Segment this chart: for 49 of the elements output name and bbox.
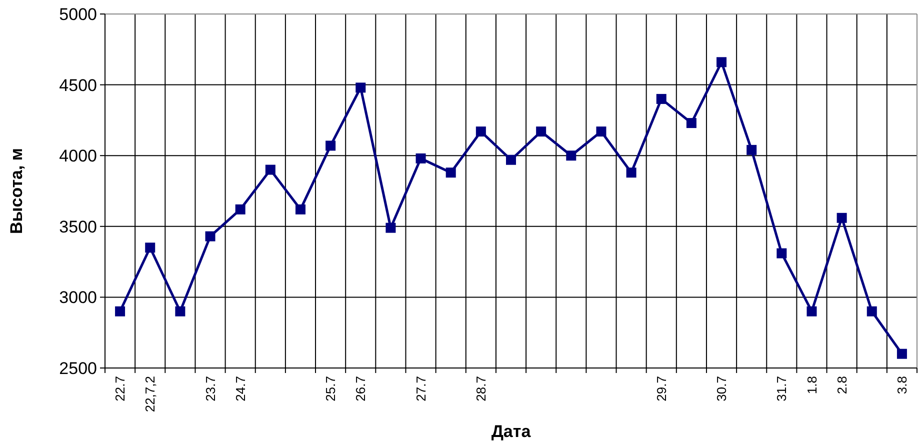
point — [295, 204, 306, 214]
point — [235, 204, 246, 214]
x-tick-label: 23.7 — [202, 376, 218, 402]
point — [386, 222, 396, 233]
x-tick-label: 3.8 — [894, 376, 910, 394]
point — [175, 306, 186, 316]
x-tick-label: 2.8 — [834, 376, 850, 394]
point — [265, 164, 276, 175]
y-tick-label: 3000 — [59, 288, 97, 308]
y-tick-label: 5000 — [59, 4, 97, 24]
x-tick-label: 31.7 — [774, 376, 790, 402]
point — [446, 168, 456, 178]
x-tick-label: 25.7 — [323, 376, 338, 402]
point — [145, 242, 156, 253]
x-tick-label: 26.7 — [353, 376, 368, 402]
point — [205, 231, 216, 242]
x-tick-label: 22.7 — [112, 376, 128, 402]
point — [746, 144, 757, 155]
point — [566, 150, 576, 161]
x-tick-label: 29.7 — [654, 376, 669, 402]
point — [656, 94, 666, 104]
point — [716, 57, 727, 68]
point — [416, 153, 426, 164]
y-tick-label: 4500 — [59, 76, 97, 95]
point — [836, 212, 847, 223]
point — [866, 306, 877, 316]
point — [596, 126, 606, 137]
x-tick-label: 1.8 — [804, 376, 820, 394]
y-tick-label: 3500 — [59, 217, 97, 236]
point — [686, 118, 696, 128]
point — [356, 82, 366, 93]
point — [476, 126, 486, 137]
y-axis-title: Высота, м — [7, 148, 26, 234]
x-tick-label: 24.7 — [232, 376, 248, 402]
y-tick-label: 2500 — [59, 358, 97, 378]
point — [115, 306, 126, 316]
point — [506, 154, 516, 165]
x-axis-title: Дата — [491, 422, 532, 441]
x-tick-label: 28.7 — [473, 376, 488, 402]
y-tick-label: 4000 — [59, 146, 97, 166]
point — [776, 248, 787, 258]
point — [326, 140, 336, 151]
x-tick-label: 22,7,2 — [142, 376, 158, 412]
x-tick-label: 27.7 — [413, 376, 428, 402]
point — [536, 126, 546, 137]
point — [896, 348, 907, 359]
point — [806, 306, 817, 316]
point — [626, 168, 636, 178]
x-tick-label: 30.7 — [714, 376, 730, 402]
